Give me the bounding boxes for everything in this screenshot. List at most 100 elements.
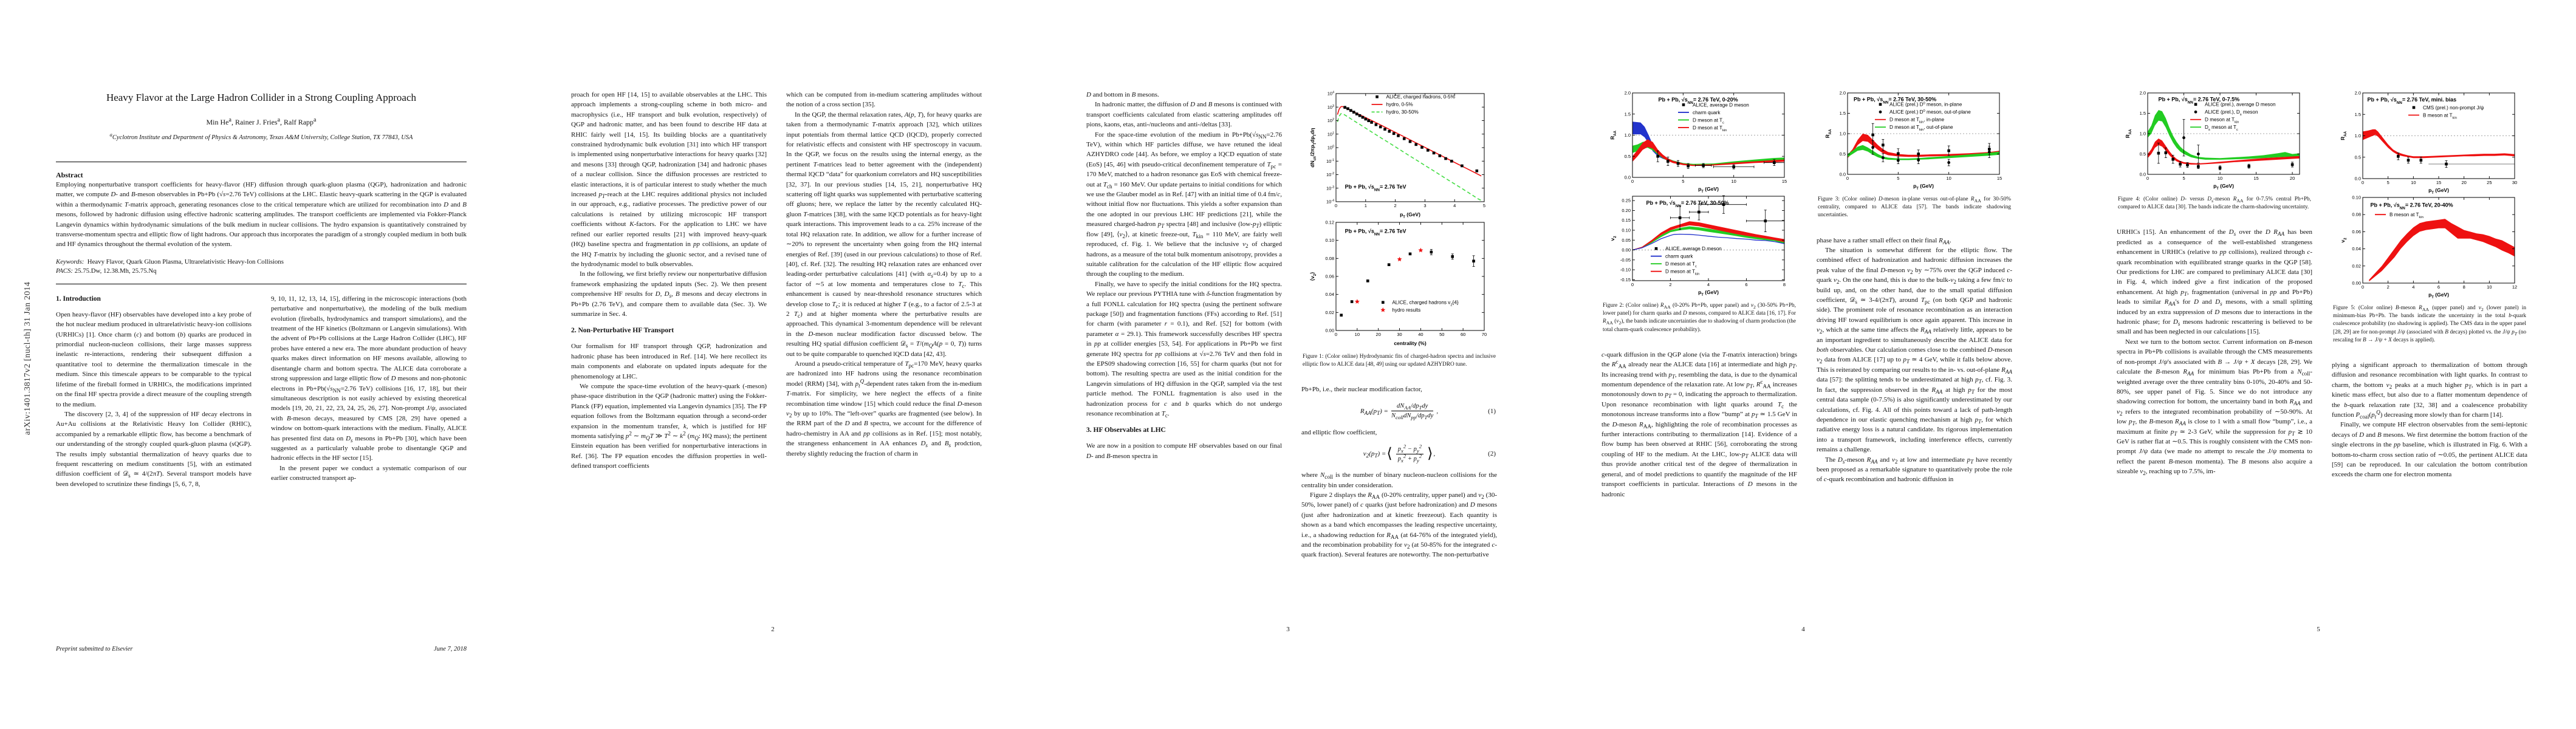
abstract-text: Employing nonperturbative transport coef… bbox=[56, 181, 467, 248]
svg-text:8: 8 bbox=[1783, 282, 1786, 287]
svg-text:0.10: 0.10 bbox=[1325, 238, 1334, 243]
svg-text:1.5: 1.5 bbox=[2355, 112, 2361, 117]
svg-text:0: 0 bbox=[2362, 180, 2364, 185]
svg-text:25: 25 bbox=[2487, 180, 2492, 185]
paragraph: In the following, we first briefly revie… bbox=[571, 270, 767, 318]
fig2-raa-chart: 0 5 10 15 0.0 0.5 1.0 1.5 2.0 pT (GeV) RAA Pb + Pb,… bbox=[1609, 91, 1787, 194]
svg-text:pT (GeV): pT (GeV) bbox=[1913, 183, 1934, 190]
svg-text:RAA: RAA bbox=[1824, 129, 1832, 138]
figure-1: 0 1 2 3 4 5 10-4 10-3 10-2 10-1 100 101 102 103 104 pT … bbox=[1301, 90, 1497, 369]
svg-text:hydro, 0-5%: hydro, 0-5% bbox=[1386, 102, 1413, 108]
svg-text:1: 1 bbox=[1365, 203, 1367, 208]
svg-text:103: 103 bbox=[1327, 104, 1334, 110]
svg-text:6: 6 bbox=[2437, 284, 2440, 290]
svg-text:4: 4 bbox=[1707, 282, 1710, 287]
svg-text:ALICE, average D meson: ALICE, average D meson bbox=[1693, 102, 1749, 108]
paragraph: Pb+Pb, i.e., their nuclear modification … bbox=[1301, 386, 1422, 394]
section-3-heading: 3. HF Observables at LHC bbox=[1086, 426, 1166, 434]
svg-text:Ds meson at Tc: Ds meson at Tc bbox=[2205, 125, 2238, 132]
fig4-d-ds-raa-chart: 0 5 10 15 20 0.0 0.5 1.0 1.5 2.0 pT (GeV) RAA Pb + P… bbox=[2125, 91, 2300, 190]
figure-4-caption: Figure 4: (Color online) D- versus Ds-me… bbox=[2118, 196, 2311, 211]
figure-3: 0 5 10 15 0.0 0.5 1.0 1.5 2.0 pT (GeV) RAA Pb + Pb,… bbox=[1817, 90, 2012, 220]
svg-text:Pb + Pb, √sNN= 2.76 TeV: Pb + Pb, √sNN= 2.76 TeV bbox=[1345, 184, 1406, 193]
paragraph: plying a significant approach to thermal… bbox=[2332, 361, 2527, 420]
svg-text:0.15: 0.15 bbox=[1622, 217, 1631, 223]
arxiv-identifier: arXiv:1401.3817v2 [nucl-th] 31 Jan 2014 bbox=[23, 281, 32, 436]
svg-text:Pb + Pb, √sNN= 2.76 TeV, 20-40: Pb + Pb, √sNN= 2.76 TeV, 20-40% bbox=[2371, 202, 2453, 210]
svg-text:Pb + Pb, √sNN= 2.76 TeV: Pb + Pb, √sNN= 2.76 TeV bbox=[1345, 228, 1406, 237]
svg-text:101: 101 bbox=[1327, 131, 1334, 137]
svg-text:B meson at Tkin: B meson at Tkin bbox=[2423, 112, 2457, 120]
svg-text:1.0: 1.0 bbox=[1625, 132, 1631, 138]
svg-text:0.05: 0.05 bbox=[1622, 238, 1631, 243]
svg-text:6: 6 bbox=[1745, 282, 1747, 287]
svg-text:0.5: 0.5 bbox=[2140, 151, 2146, 157]
svg-text:0: 0 bbox=[1335, 203, 1337, 208]
svg-text:0.02: 0.02 bbox=[1325, 310, 1334, 315]
svg-text:0.02: 0.02 bbox=[2352, 263, 2361, 269]
paragraph: Our formalism for HF transport through Q… bbox=[571, 343, 767, 380]
figure-5: 0 5 10 15 20 25 30 0.0 0.5 1.0 1.5 2.0 pT (GeV) RAA Pb… bbox=[2332, 90, 2527, 344]
page-3: D and bottom in B mesons. In hadronic ma… bbox=[1030, 0, 1546, 729]
svg-text:15: 15 bbox=[2436, 180, 2441, 185]
svg-text:0.00: 0.00 bbox=[1325, 328, 1334, 334]
page2-right-column: which can be computed from in-medium sca… bbox=[786, 90, 982, 600]
svg-text:10-4: 10-4 bbox=[1326, 199, 1334, 205]
svg-text:10: 10 bbox=[1355, 332, 1360, 337]
svg-text:0.20: 0.20 bbox=[1622, 208, 1631, 213]
svg-text:104: 104 bbox=[1327, 91, 1334, 97]
fig3-inplane-outplane-chart: 0 5 10 15 0.0 0.5 1.0 1.5 2.0 pT (GeV) RAA Pb + Pb,… bbox=[1824, 91, 2002, 191]
affiliation: aCyclotron Institute and Department of P… bbox=[109, 131, 413, 141]
page1-left-column: 1. Introduction Open heavy-flavor (HF) o… bbox=[56, 294, 252, 575]
svg-text:D meson at Tkin, out-of-plane: D meson at Tkin, out-of-plane bbox=[1889, 125, 1953, 132]
svg-text:centrality (%): centrality (%) bbox=[1394, 340, 1427, 346]
page4-right-column: 0 5 10 15 0.0 0.5 1.0 1.5 2.0 pT (GeV) RAA Pb + Pb,… bbox=[1817, 90, 2012, 600]
paragraph: We compute the space-time evolution of t… bbox=[571, 382, 767, 470]
paragraph: In hadronic matter, the diffusion of D a… bbox=[1086, 101, 1282, 129]
svg-text:pT (GeV): pT (GeV) bbox=[2213, 183, 2234, 190]
svg-text:5: 5 bbox=[2182, 176, 2185, 181]
fig1-v2-centrality-chart: 0 10 20 30 40 50 60 70 0.00 0.02 0.04 0.06 0.08 0.10 0… bbox=[1309, 220, 1487, 347]
page-number: 3 bbox=[1286, 626, 1290, 633]
svg-text:102: 102 bbox=[1327, 118, 1334, 123]
svg-text:0.25: 0.25 bbox=[1622, 198, 1631, 204]
svg-text:1.0: 1.0 bbox=[2140, 131, 2146, 137]
paragraph: Finally, we compute HF electron observab… bbox=[2332, 421, 2527, 479]
paper-title: Heavy Flavor at the Large Hadron Collide… bbox=[106, 92, 417, 103]
svg-text:0: 0 bbox=[1631, 179, 1634, 184]
svg-text:0.08: 0.08 bbox=[2352, 212, 2361, 217]
svg-text:10-1: 10-1 bbox=[1326, 159, 1334, 164]
svg-text:D meson at Tkin, in-plane: D meson at Tkin, in-plane bbox=[1889, 117, 1944, 125]
fig5-b-raa-chart: 0 5 10 15 20 25 30 0.0 0.5 1.0 1.5 2.0 pT (GeV) RAA Pb… bbox=[2340, 91, 2517, 195]
paragraph: Figure 2 displays the RAA (0-20% central… bbox=[1301, 491, 1497, 559]
page-4: 0 5 10 15 0.0 0.5 1.0 1.5 2.0 pT (GeV) RAA Pb + Pb,… bbox=[1546, 0, 2061, 729]
svg-text:12: 12 bbox=[2512, 284, 2517, 290]
svg-text:5: 5 bbox=[1897, 176, 1899, 181]
svg-text:1.5: 1.5 bbox=[2140, 111, 2146, 116]
svg-text:0.12: 0.12 bbox=[1325, 220, 1334, 225]
page-number: 2 bbox=[771, 626, 775, 633]
svg-text:2: 2 bbox=[2387, 284, 2389, 290]
svg-text:0.0: 0.0 bbox=[2355, 176, 2361, 182]
paragraph: For the space-time evolution of the medi… bbox=[1086, 131, 1282, 278]
svg-text:0.00: 0.00 bbox=[2352, 281, 2361, 286]
paragraph: The situation is somewhat different for … bbox=[1817, 247, 2012, 454]
paragraph: The Ds-meson RAA and v2 at low and inter… bbox=[1817, 456, 2012, 484]
paragraph: D and bottom in B mesons. bbox=[1086, 91, 1159, 98]
paragraph: In the QGP, the thermal relaxation rates… bbox=[786, 111, 982, 358]
svg-text:pT (GeV): pT (GeV) bbox=[1698, 186, 1719, 193]
svg-text:0.5: 0.5 bbox=[2355, 154, 2361, 160]
svg-text:CMS (prel.) non-prompt J/ψ: CMS (prel.) non-prompt J/ψ bbox=[2423, 105, 2484, 111]
svg-text:D meson at Tc: D meson at Tc bbox=[1693, 117, 1724, 125]
footer-date: June 7, 2018 bbox=[434, 646, 467, 652]
svg-text:70: 70 bbox=[1482, 332, 1487, 337]
page-1: arXiv:1401.3817v2 [nucl-th] 31 Jan 2014 … bbox=[0, 0, 515, 729]
svg-text:100: 100 bbox=[1327, 145, 1334, 151]
paragraph: c-quark diffusion in the QGP alone (via … bbox=[1601, 351, 1797, 498]
svg-text:5: 5 bbox=[1682, 179, 1684, 184]
svg-text:B meson at Tkin: B meson at Tkin bbox=[2389, 212, 2424, 219]
paragraph: 9, 10, 11, 12, 13, 14, 15], differing in… bbox=[271, 295, 467, 462]
svg-text:D meson at Tkin: D meson at Tkin bbox=[1665, 269, 1699, 276]
svg-text:-0.05: -0.05 bbox=[1620, 257, 1631, 262]
svg-text:2.0: 2.0 bbox=[2355, 91, 2361, 96]
